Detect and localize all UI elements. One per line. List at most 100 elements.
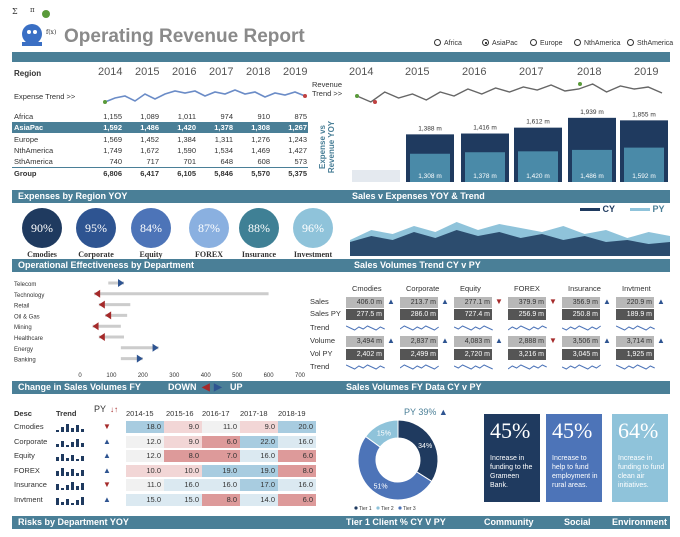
mini-trend-sparkline	[616, 325, 655, 331]
radio-circle-icon[interactable]	[530, 39, 537, 46]
region-cell: 974	[220, 112, 233, 121]
sort-icon[interactable]: ↓↑	[110, 405, 118, 414]
donut-legend-swatch	[376, 506, 380, 510]
region-cell: 5,375	[288, 168, 307, 178]
radio-circle-icon[interactable]	[627, 39, 634, 46]
change-header: 2014-15	[126, 409, 154, 418]
mini-trend-sparkline	[346, 325, 385, 331]
donut-title: PY 39% ▲	[404, 407, 448, 417]
expense-circle-label: Cmodies	[27, 250, 57, 259]
change-header: 2017-18	[240, 409, 268, 418]
impact-card-text: Increase in funding to the Grameen Bank.	[490, 455, 533, 489]
region-radio-asiapac[interactable]: AsiaPac	[482, 39, 518, 47]
impact-card-pct: 45%	[490, 418, 531, 443]
sales-col-header: Equity	[460, 284, 481, 293]
change-row-desc: FOREX	[14, 465, 40, 475]
page-title: Operating Revenue Report	[64, 26, 305, 47]
donut-slice-tier-2	[364, 419, 399, 448]
mini-trend-sparkline	[346, 364, 385, 370]
change-heat-cell: 8.0	[202, 493, 240, 506]
region-row-label[interactable]: Africa	[14, 112, 34, 121]
section-change-sales: Change in Sales Volumes FY	[18, 382, 141, 392]
radio-circle-icon[interactable]	[482, 39, 489, 46]
op-effectiveness-chart: Telecom Technology Retail Oil & Gas Mining He…	[14, 279, 306, 379]
region-cell: 1,267	[288, 123, 307, 133]
region-radio-africa[interactable]: Africa	[434, 39, 462, 47]
sales-col-header: Invtment	[622, 284, 651, 293]
change-heat-cell: 9.0	[164, 435, 202, 448]
section-sales-v-expenses: Sales v Expenses YOY & Trend	[352, 191, 485, 201]
section-community: Community	[484, 517, 534, 527]
sales-py-cell: 277.5 m	[346, 309, 384, 320]
expense-circle-equity: 84%	[131, 208, 171, 248]
revenue-year-2019: 2019	[634, 66, 659, 78]
change-heat-cell: 11.0	[126, 479, 164, 491]
region-cell: 1,672	[140, 145, 159, 155]
change-heat-cell: 18.0	[126, 421, 164, 433]
op-axis-tick: 0	[78, 373, 82, 379]
sales-col-header: Corporate	[406, 284, 440, 293]
mini-trend-sparkline	[454, 325, 493, 331]
sparkline-end	[303, 94, 307, 98]
up-triangle-icon: ▲	[441, 336, 449, 345]
svg-text:π: π	[30, 6, 35, 14]
sales-row-label: Volume	[310, 336, 336, 345]
expense-circle-cmodies: 90%	[22, 208, 62, 248]
region-row-label[interactable]: AsiaPac	[14, 123, 44, 133]
change-heat-cell: 15.0	[126, 493, 164, 506]
up-arrow-icon: ▶	[214, 382, 222, 393]
vol-py-cell: 2,720 m	[454, 349, 492, 360]
down-arrow-icon: ◀	[202, 382, 210, 393]
region-row-label[interactable]: Europe	[14, 134, 39, 144]
op-dept-label: Technology	[14, 293, 44, 299]
expense-circle-corporate: 95%	[76, 208, 116, 248]
change-heat-cell: 14.0	[240, 493, 278, 506]
op-down-arrow-icon	[94, 289, 101, 298]
radio-circle-icon[interactable]	[574, 39, 581, 46]
change-row-desc: Corporate	[14, 436, 48, 446]
sales-py-cell: 256.9 m	[508, 309, 546, 320]
change-heat-cell: 12.0	[126, 435, 164, 448]
region-radio-nthamerica[interactable]: NthAmerica	[574, 39, 621, 47]
vol-py-cell: 3,216 m	[508, 349, 546, 360]
sales-cy-cell: 406.0 m	[346, 297, 384, 308]
sales-row-label: Sales	[310, 297, 329, 306]
down-label: DOWN	[168, 382, 197, 392]
vol-py-cell: 2,499 m	[400, 349, 438, 360]
op-dept-label: Energy	[14, 347, 33, 353]
radio-circle-icon[interactable]	[434, 39, 441, 46]
revenue-value-label: 1,855 m	[632, 111, 656, 118]
op-axis-tick: 300	[169, 373, 180, 379]
down-triangle-icon: ▼	[495, 297, 503, 306]
volume-cell: 2,888 m	[508, 336, 546, 347]
down-triangle-icon: ▼	[103, 480, 111, 489]
revenue-year-2017: 2017	[519, 66, 544, 78]
region-row-label[interactable]: NthAmerica	[14, 145, 54, 155]
revenue-year-2015: 2015	[405, 66, 430, 78]
sales-row-label: Vol PY	[310, 349, 333, 358]
change-heat-cell: 6.0	[202, 435, 240, 448]
change-heat-cell: 16.0	[164, 479, 202, 491]
region-row-label[interactable]: SthAmerica	[14, 157, 53, 167]
trend-bars-icon	[56, 454, 84, 461]
section-op-eff: Operational Effectiveness by Department	[18, 260, 195, 270]
change-heat-cell: 12.0	[126, 450, 164, 462]
expense-value-label: 1,420 m	[526, 173, 550, 180]
up-triangle-icon: ▲	[603, 297, 611, 306]
vol-py-cell: 1,925 m	[616, 349, 654, 360]
region-cell: 608	[257, 157, 270, 167]
op-up-arrow-icon	[118, 279, 124, 287]
up-triangle-icon: ▲	[438, 407, 448, 417]
region-radio-europe[interactable]: Europe	[530, 39, 563, 47]
trend-bars-icon	[56, 438, 84, 447]
donut-slice-label: 34%	[418, 443, 432, 450]
mini-trend-sparkline	[454, 364, 493, 370]
donut-legend-swatch	[354, 506, 358, 510]
up-triangle-icon: ▲	[387, 336, 395, 345]
region-row-label[interactable]: Group	[14, 168, 37, 178]
year-header-2017: 2017	[209, 66, 234, 78]
year-header-2016: 2016	[172, 66, 197, 78]
op-down-arrow-icon	[92, 322, 99, 331]
region-cell: 910	[257, 112, 270, 121]
region-radio-sthamerica[interactable]: SthAmerica	[627, 39, 673, 47]
